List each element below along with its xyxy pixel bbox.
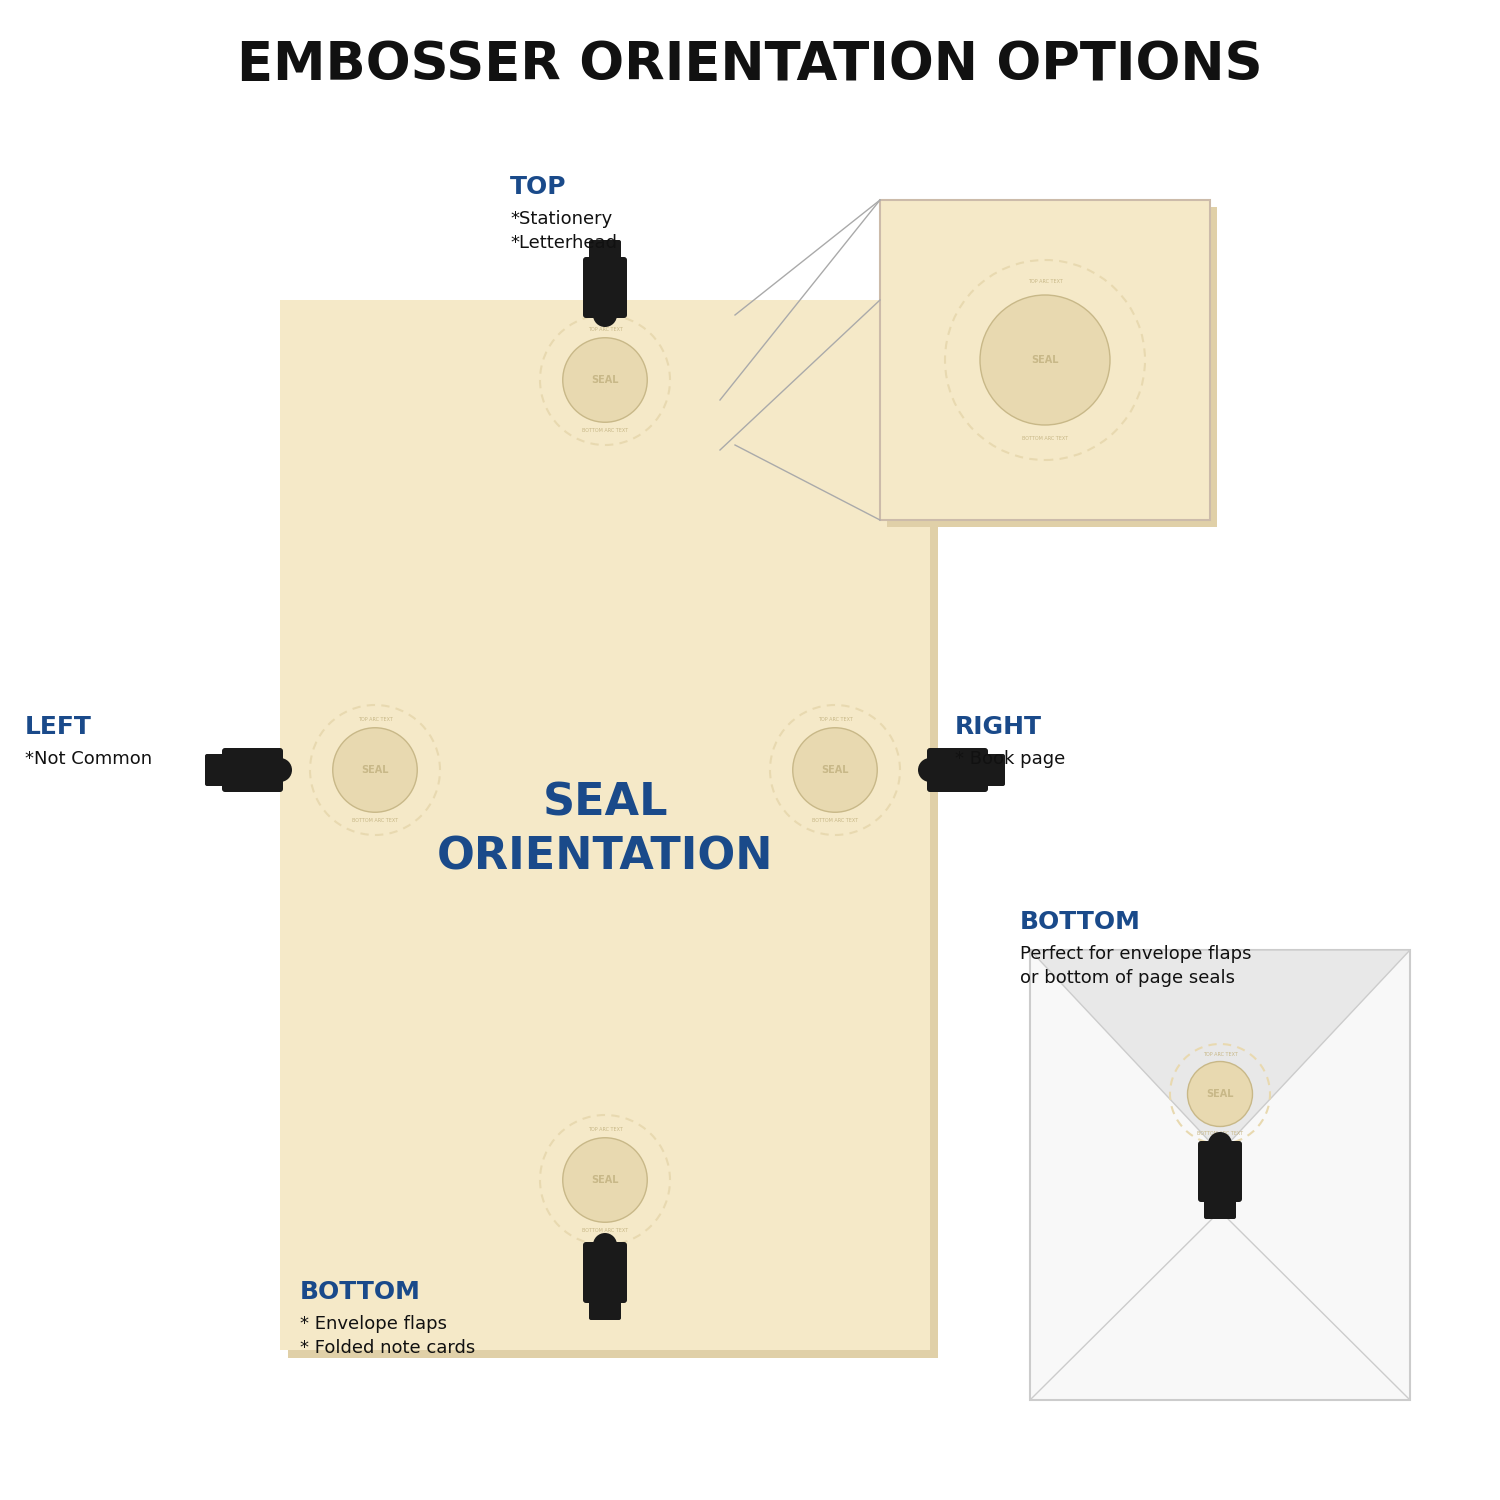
FancyBboxPatch shape — [982, 754, 1005, 786]
Text: SEAL: SEAL — [822, 765, 849, 776]
Text: TOP: TOP — [510, 176, 567, 200]
Text: SEAL: SEAL — [362, 765, 388, 776]
Circle shape — [980, 296, 1110, 424]
Text: TOP ARC TEXT: TOP ARC TEXT — [1028, 279, 1062, 285]
Text: TOP ARC TEXT: TOP ARC TEXT — [588, 1126, 622, 1131]
Text: BOTTOM: BOTTOM — [1020, 910, 1142, 934]
FancyBboxPatch shape — [886, 207, 1216, 526]
Circle shape — [333, 728, 417, 813]
Text: TOP ARC TEXT: TOP ARC TEXT — [1203, 1053, 1237, 1058]
FancyBboxPatch shape — [590, 240, 621, 262]
FancyBboxPatch shape — [222, 748, 284, 792]
Text: SEAL: SEAL — [1032, 356, 1059, 364]
Circle shape — [268, 758, 292, 782]
Polygon shape — [1030, 950, 1410, 1152]
Circle shape — [1188, 1062, 1252, 1126]
FancyBboxPatch shape — [584, 1242, 627, 1304]
Text: * Envelope flaps
* Folded note cards: * Envelope flaps * Folded note cards — [300, 1316, 476, 1356]
FancyBboxPatch shape — [927, 748, 988, 792]
Text: SEAL
ORIENTATION: SEAL ORIENTATION — [436, 782, 774, 877]
FancyBboxPatch shape — [288, 308, 938, 1358]
Circle shape — [792, 728, 877, 813]
Text: BOTTOM ARC TEXT: BOTTOM ARC TEXT — [1022, 435, 1068, 441]
Text: LEFT: LEFT — [26, 716, 92, 740]
Text: TOP ARC TEXT: TOP ARC TEXT — [357, 717, 393, 722]
Circle shape — [562, 1137, 648, 1222]
FancyBboxPatch shape — [1204, 1197, 1236, 1219]
Text: BOTTOM ARC TEXT: BOTTOM ARC TEXT — [582, 1228, 628, 1233]
Text: SEAL: SEAL — [591, 375, 618, 386]
Circle shape — [562, 338, 648, 423]
Text: Perfect for envelope flaps
or bottom of page seals: Perfect for envelope flaps or bottom of … — [1020, 945, 1251, 987]
Text: BOTTOM: BOTTOM — [300, 1280, 422, 1304]
Text: BOTTOM ARC TEXT: BOTTOM ARC TEXT — [812, 819, 858, 824]
FancyBboxPatch shape — [1030, 950, 1410, 1400]
FancyBboxPatch shape — [280, 300, 930, 1350]
Text: *Not Common: *Not Common — [26, 750, 152, 768]
Circle shape — [918, 758, 942, 782]
Text: BOTTOM ARC TEXT: BOTTOM ARC TEXT — [582, 429, 628, 433]
Circle shape — [592, 1233, 616, 1257]
Text: BOTTOM ARC TEXT: BOTTOM ARC TEXT — [1197, 1131, 1243, 1136]
Circle shape — [1208, 1132, 1231, 1156]
Text: EMBOSSER ORIENTATION OPTIONS: EMBOSSER ORIENTATION OPTIONS — [237, 39, 1263, 92]
Text: SEAL: SEAL — [591, 1174, 618, 1185]
FancyBboxPatch shape — [590, 1298, 621, 1320]
Text: SEAL: SEAL — [1206, 1089, 1233, 1100]
Text: TOP ARC TEXT: TOP ARC TEXT — [588, 327, 622, 332]
Circle shape — [592, 303, 616, 327]
Text: BOTTOM ARC TEXT: BOTTOM ARC TEXT — [352, 819, 398, 824]
FancyBboxPatch shape — [206, 754, 226, 786]
FancyBboxPatch shape — [880, 200, 1210, 520]
FancyBboxPatch shape — [584, 256, 627, 318]
Text: RIGHT: RIGHT — [956, 716, 1042, 740]
Text: *Stationery
*Letterhead: *Stationery *Letterhead — [510, 210, 616, 252]
FancyBboxPatch shape — [1198, 1142, 1242, 1202]
Text: * Book page: * Book page — [956, 750, 1065, 768]
Text: TOP ARC TEXT: TOP ARC TEXT — [818, 717, 852, 722]
